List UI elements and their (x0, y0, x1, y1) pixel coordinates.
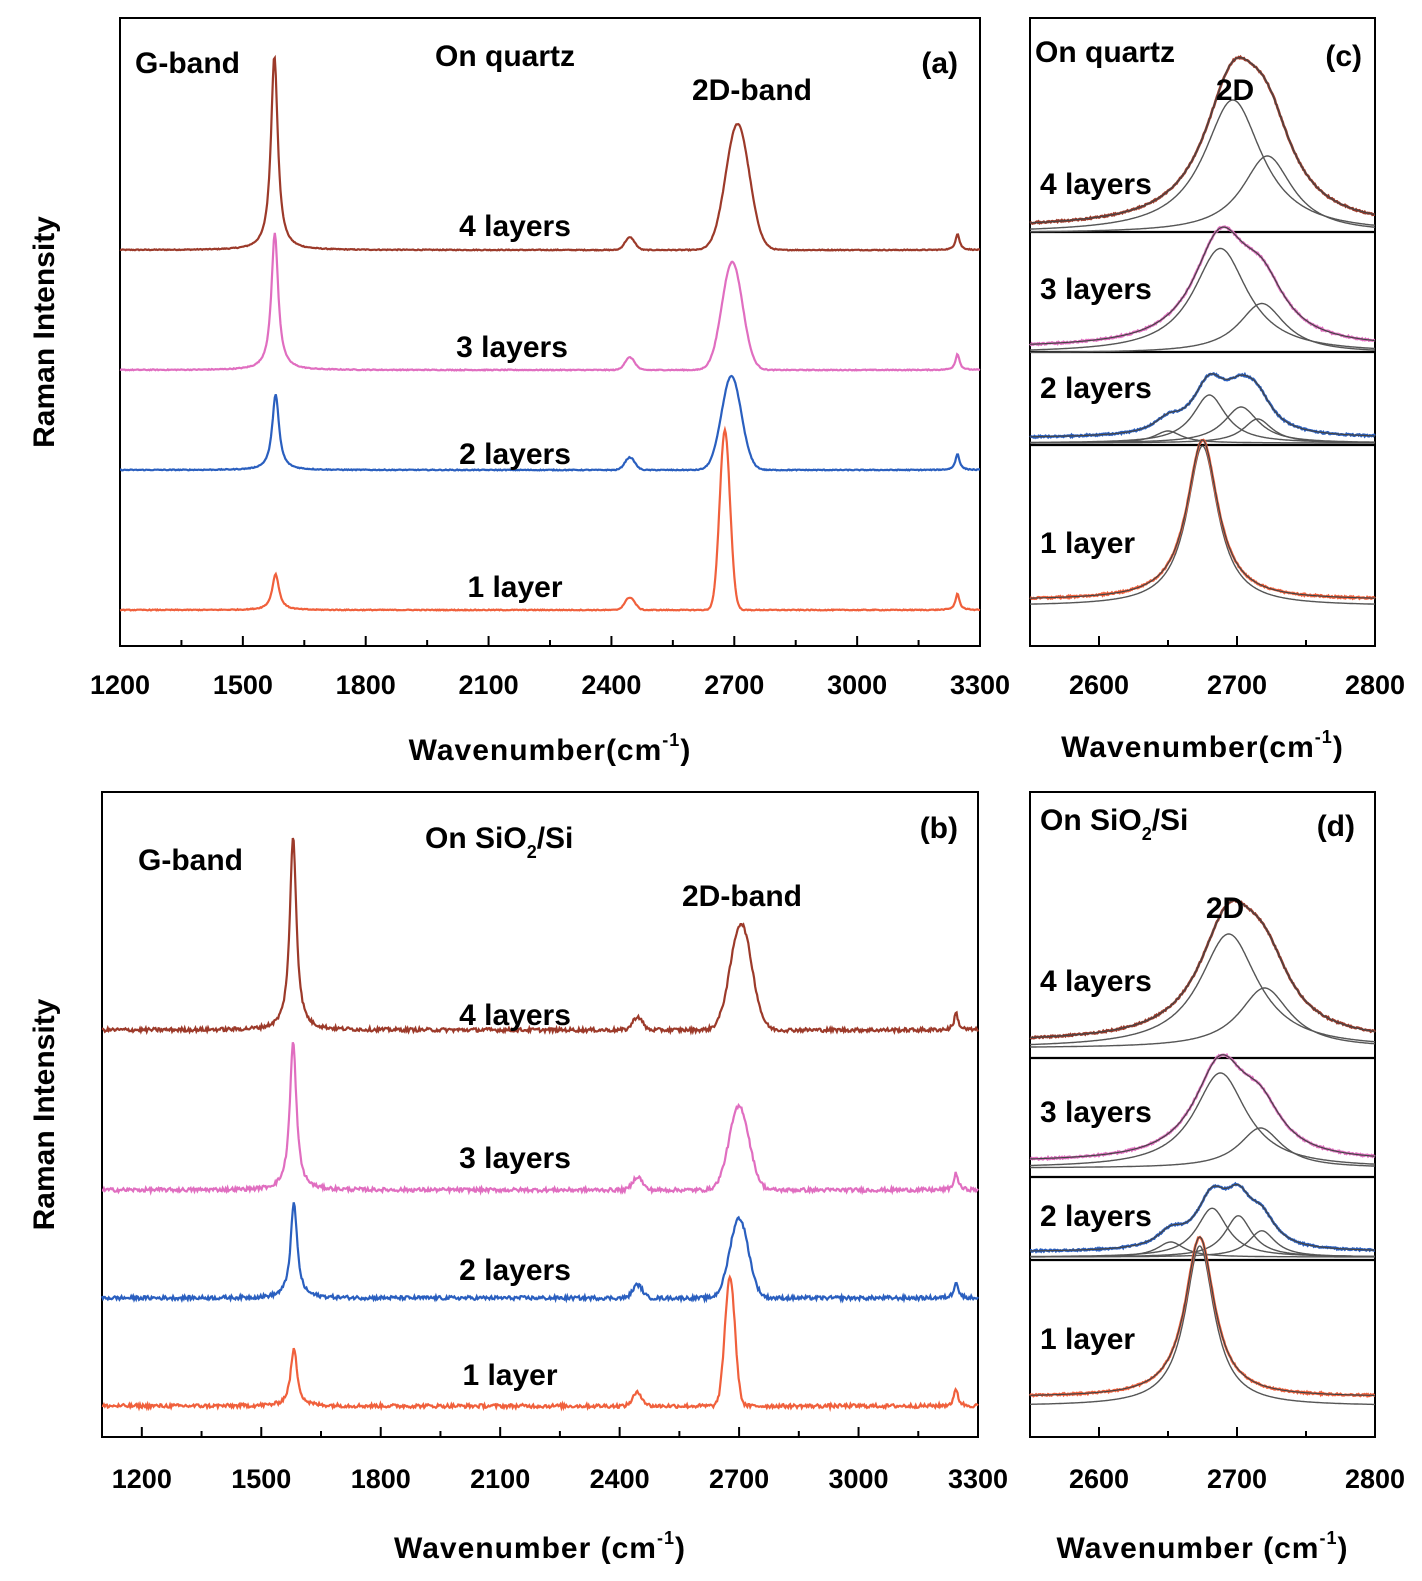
fit-component-line (1030, 1230, 1375, 1258)
spectrum-line (119, 54, 981, 252)
fit-component-line (1030, 155, 1376, 233)
panel-label: (c) (1325, 40, 1362, 73)
x-tick-label: 2700 (704, 670, 764, 700)
x-axis-label: Wavenumber (cm-1) (394, 1528, 686, 1565)
panel-a: 1200 1500 1800 2100 2400 2700 3000 3300 Wavenumb… (28, 17, 1010, 767)
spectrum-line (101, 1041, 979, 1196)
x-tick-label: 2600 (1069, 1464, 1129, 1494)
series-label: 1 layer (462, 1359, 557, 1392)
fit-component-line (1030, 1072, 1376, 1167)
series-label: 1 layer (1040, 527, 1135, 560)
series-label: 3 layers (1040, 1096, 1152, 1129)
x-tick-label: 1500 (213, 670, 273, 700)
fit-sum-line (1030, 900, 1376, 1039)
x-tick-label: 3000 (827, 670, 887, 700)
x-tick-label: 2700 (1207, 1464, 1267, 1494)
x-tick-label: 2600 (1069, 670, 1129, 700)
x-tick-label: 3300 (948, 1464, 1008, 1494)
spectrum-line (120, 374, 980, 472)
fit-component-line (1030, 302, 1375, 353)
plot-frame (1029, 17, 1376, 647)
x-tick-label: 1200 (90, 670, 150, 700)
fit-component-line (1030, 1245, 1375, 1406)
x-tick-label: 2800 (1345, 670, 1405, 700)
band-label: 2D-band (682, 880, 802, 913)
fit-sum-line (1030, 1236, 1375, 1396)
x-tick-label: 1200 (112, 1464, 172, 1494)
x-axis-label: Wavenumber(cm-1) (1061, 727, 1344, 764)
band-label: 2D (1216, 74, 1254, 107)
substrate-label: On SiO2/Si (425, 822, 573, 862)
panel-label: (a) (921, 47, 958, 80)
series-label: 4 layers (459, 210, 571, 243)
fit-sum-line (1030, 1054, 1375, 1160)
band-label: G-band (135, 47, 240, 80)
series-label: 4 layers (1040, 965, 1152, 998)
y-axis-label: Raman Intensity (28, 216, 61, 448)
band-label: G-band (138, 844, 243, 877)
series-label: 2 layers (459, 1254, 571, 1287)
fit-component-line (1030, 1127, 1376, 1169)
series-label: 3 layers (459, 1142, 571, 1175)
x-tick-label: 2400 (581, 670, 641, 700)
spectrum-line (119, 232, 981, 372)
y-axis-label: Raman Intensity (28, 998, 61, 1230)
substrate-label: On quartz (435, 40, 575, 73)
substrate-label: On quartz (1035, 36, 1175, 69)
spectrum-line (101, 1274, 979, 1413)
panel-label: (d) (1317, 810, 1355, 843)
series-label: 3 layers (456, 331, 568, 364)
band-label: 2D-band (692, 74, 812, 107)
x-tick-label: 2700 (1207, 670, 1267, 700)
fit-component-line (1030, 445, 1375, 605)
fit-sum-line (1030, 373, 1375, 438)
fit-component-line (1030, 99, 1376, 230)
fit-sum-line (1030, 1183, 1375, 1252)
series-label: 2 layers (459, 438, 571, 471)
series-label: 2 layers (1040, 372, 1152, 405)
series-label: 1 layer (1040, 1323, 1135, 1356)
x-tick-label: 1800 (351, 1464, 411, 1494)
fit-sum-line (1029, 226, 1376, 345)
measured-spectrum-line (1029, 438, 1376, 601)
x-tick-label: 2700 (709, 1464, 769, 1494)
panel-d: 2600 2700 2800 Wavenumber (cm-1) 4 layers 3 l… (1028, 791, 1405, 1565)
series-label: 4 layers (459, 999, 571, 1032)
substrate-label: On SiO2/Si (1040, 804, 1188, 844)
fit-component-line (1030, 987, 1375, 1048)
x-tick-label: 2400 (590, 1464, 650, 1494)
x-axis-label: Wavenumber (cm-1) (1057, 1528, 1349, 1565)
x-tick-label: 3000 (829, 1464, 889, 1494)
panel-b: 1200 1500 1800 2100 2400 2700 3000 3300 Wavenumb… (28, 791, 1008, 1565)
series-label: 4 layers (1040, 168, 1152, 201)
series-label: 3 layers (1040, 273, 1152, 306)
x-tick-label: 2800 (1345, 1464, 1405, 1494)
plot-frame (1029, 791, 1376, 1438)
panel-label: (b) (920, 812, 958, 845)
fit-sum-line (1030, 439, 1375, 599)
series-label: 1 layer (467, 571, 562, 604)
spectrum-line (101, 837, 979, 1036)
x-tick-label: 2100 (459, 670, 519, 700)
x-tick-label: 1800 (336, 670, 396, 700)
series-label: 2 layers (1040, 1200, 1152, 1233)
x-tick-label: 3300 (950, 670, 1010, 700)
x-tick-label: 2100 (470, 1464, 530, 1494)
x-tick-label: 1500 (231, 1464, 291, 1494)
spectrum-line (119, 425, 981, 612)
band-label: 2D (1206, 892, 1244, 925)
fit-component-line (1030, 406, 1375, 444)
spectrum-line (100, 1202, 979, 1304)
plot-frame (101, 791, 979, 1438)
x-axis-label: Wavenumber(cm-1) (409, 730, 692, 767)
fit-sum-line (1029, 57, 1376, 224)
